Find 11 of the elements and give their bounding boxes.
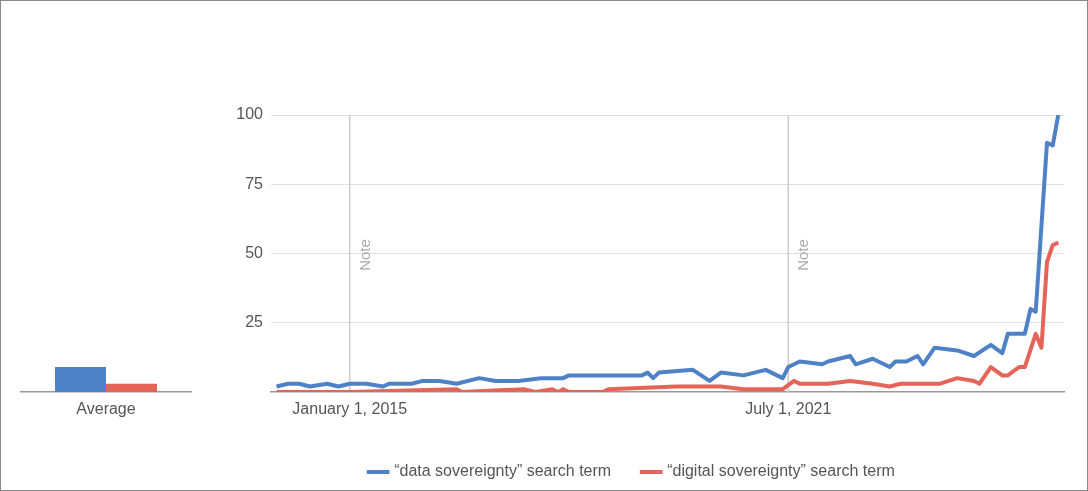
- x-tick-label: January 1, 2015: [292, 400, 408, 418]
- x-tick-label: July 1, 2021: [745, 400, 832, 418]
- legend-label: “data sovereignty” search term: [394, 462, 612, 480]
- ref-line-label: Note: [794, 239, 812, 271]
- y-tick-label: 25: [245, 313, 264, 331]
- y-tick-label: 75: [245, 174, 264, 192]
- ref-line-label: Note: [355, 239, 373, 271]
- legend-label: “digital sovereignty” search term: [667, 462, 895, 480]
- y-tick-label: 100: [236, 105, 264, 123]
- x-tick-label: Average: [76, 400, 136, 418]
- y-tick-label: 50: [245, 243, 264, 261]
